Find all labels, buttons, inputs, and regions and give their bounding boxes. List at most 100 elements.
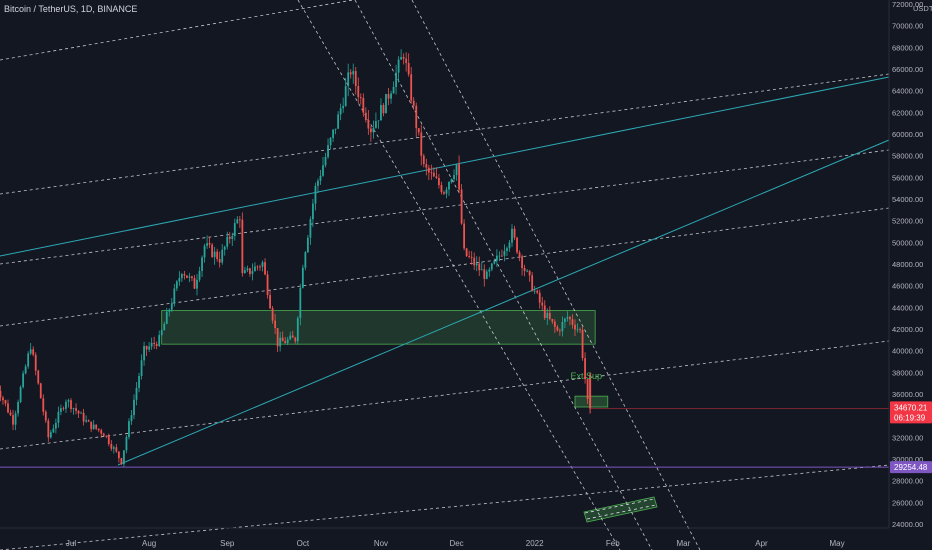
candle-206: [511, 224, 513, 247]
candle-body: [460, 189, 463, 224]
candle-body: [281, 337, 284, 342]
candle-168: [415, 102, 418, 138]
candle-body: [369, 128, 372, 133]
x-tick-label: Feb: [606, 539, 620, 548]
candle-22: [47, 418, 50, 442]
candle-body: [521, 256, 523, 268]
candle-body: [170, 303, 173, 310]
candle-body: [231, 236, 234, 239]
candle-37: [85, 415, 88, 423]
candle-body: [241, 219, 244, 274]
candle-81: [196, 274, 198, 296]
candle-134: [329, 136, 332, 150]
target-zone: [583, 496, 658, 523]
candle-102: [249, 267, 251, 277]
candle-body: [208, 243, 211, 245]
y-tick-label: 58000.00: [892, 152, 923, 161]
candle-body: [329, 137, 332, 146]
candle-133: [327, 138, 329, 159]
candle-215: [533, 285, 536, 295]
candle-body: [274, 320, 277, 329]
candle-body: [39, 383, 42, 399]
candle-99: [241, 212, 244, 277]
candle-body: [135, 387, 138, 400]
candle-115: [281, 331, 284, 342]
candle-17: [34, 352, 37, 376]
candle-80: [193, 275, 196, 289]
candle-body: [344, 86, 347, 106]
candle-body: [286, 339, 289, 344]
candle-body: [372, 127, 375, 133]
candle-195: [483, 264, 486, 287]
candle-body: [153, 342, 156, 344]
y-tick-label: 32000.00: [892, 433, 923, 442]
y-tick-label: 42000.00: [892, 325, 923, 334]
candle-98: [238, 215, 241, 228]
candle-body: [72, 408, 75, 410]
candle-45: [105, 435, 108, 439]
candle-body: [392, 86, 395, 94]
candle-body: [95, 424, 98, 429]
candle-body: [228, 236, 231, 239]
candle-216: [536, 289, 539, 295]
candle-body: [579, 329, 581, 331]
candle-body: [357, 86, 360, 98]
candle-106: [259, 264, 261, 271]
candle-body: [420, 132, 423, 156]
y-tick-label: 50000.00: [892, 238, 923, 247]
candle-104: [254, 262, 256, 272]
candle-138: [339, 103, 342, 121]
candle-218: [541, 296, 544, 311]
candle-132: [324, 152, 327, 168]
y-tick-label: 72000.00: [892, 0, 923, 9]
candle-230: [571, 314, 574, 329]
candle-62: [148, 342, 151, 353]
candle-body: [574, 324, 576, 330]
candle-205: [508, 239, 511, 252]
candle-121: [296, 316, 299, 345]
demand-zone: [161, 310, 596, 345]
candle-body: [516, 237, 518, 253]
candle-body: [531, 275, 534, 291]
candle-body: [314, 185, 317, 204]
candle-193: [478, 256, 481, 276]
candle-body: [256, 266, 259, 268]
candle-11: [19, 385, 22, 404]
candle-body: [150, 342, 153, 347]
y-tick-label: 28000.00: [892, 477, 923, 486]
candle-body: [566, 317, 569, 319]
candle-body: [188, 276, 191, 278]
candle-147: [362, 93, 365, 117]
candle-170: [420, 124, 423, 166]
candle-body: [495, 255, 498, 261]
candle-120: [294, 336, 297, 344]
candle-203: [503, 244, 506, 262]
dashed-channel-line-9: [0, 149, 890, 265]
x-tick-label: Mar: [676, 539, 690, 548]
candle-body: [125, 437, 128, 451]
candle-body: [100, 430, 103, 434]
candle-43: [100, 428, 103, 438]
candle-151: [372, 120, 375, 139]
candle-35: [80, 411, 82, 414]
candle-body: [551, 318, 554, 322]
candle-body: [198, 270, 201, 280]
candle-68: [163, 321, 166, 331]
candle-body: [390, 93, 392, 99]
candle-167: [412, 97, 415, 110]
candle-body: [455, 164, 458, 176]
candle-body: [49, 432, 52, 438]
candle-body: [226, 236, 229, 247]
candle-body: [501, 255, 503, 257]
candle-body: [480, 269, 483, 271]
candle-body: [19, 387, 22, 403]
candle-body: [90, 421, 93, 430]
candle-body: [216, 251, 219, 260]
candle-19: [39, 382, 42, 399]
candle-156: [385, 93, 387, 114]
candle-129: [317, 178, 319, 194]
y-tick-label: 60000.00: [892, 130, 923, 139]
candle-94: [228, 232, 231, 244]
candle-body: [400, 57, 403, 60]
